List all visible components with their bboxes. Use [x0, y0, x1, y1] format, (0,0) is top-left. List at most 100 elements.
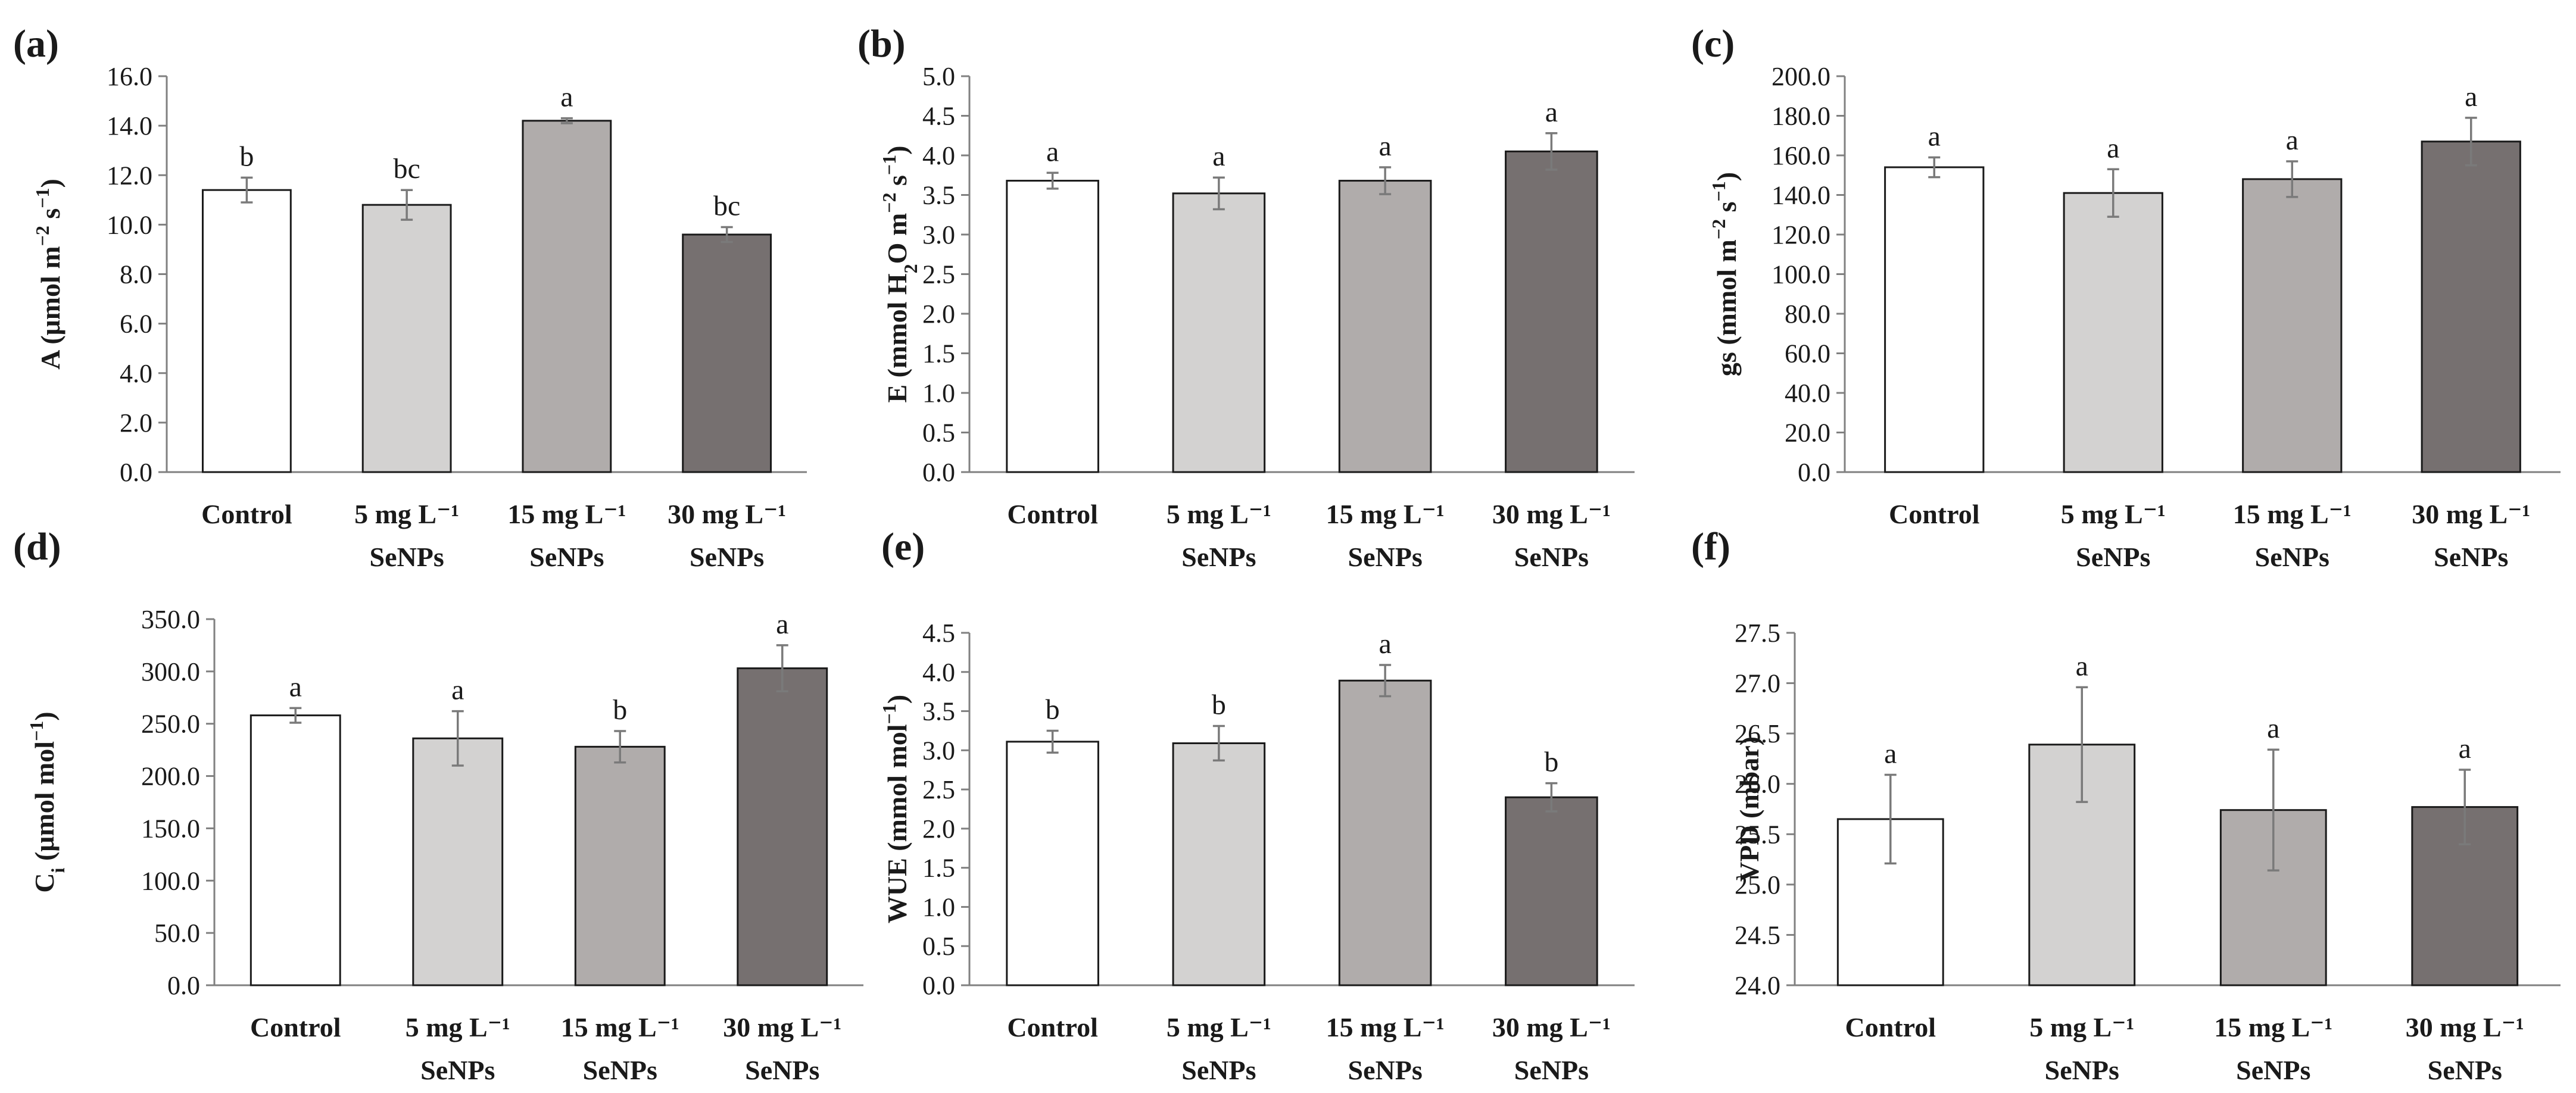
- y-tick-label: 26.0: [1735, 770, 1780, 799]
- y-tick-label: 0.0: [1798, 458, 1830, 487]
- bar-15mg: [574, 745, 666, 986]
- y-tick-label: 250.0: [141, 710, 200, 739]
- significance-letter-control: a: [1046, 136, 1059, 167]
- y-tick-label: 0.5: [922, 932, 955, 961]
- x-category-label-30mg: 30 mg L⁻¹: [2412, 499, 2530, 529]
- y-tick-label: 60.0: [1785, 339, 1830, 369]
- x-category-label-30mg: SeNPs: [1514, 1055, 1589, 1085]
- y-tick-label: 6.0: [120, 310, 152, 339]
- x-category-label-5mg: 5 mg L⁻¹: [2061, 499, 2166, 529]
- y-tick-label: 0.0: [922, 458, 955, 487]
- y-tick-label: 25.5: [1735, 820, 1780, 849]
- bar-15mg: [2242, 178, 2343, 473]
- chart-panel-e: (e) 0.0 0.5 1.0 1.5 2.0 2.5 3.0 3.5 4.0 4.5 WUE (mm…: [878, 525, 1635, 1085]
- y-tick-label: 0.0: [167, 971, 200, 1000]
- significance-letter-5mg: a: [1212, 140, 1225, 172]
- bar-control: [1884, 166, 1985, 473]
- significance-letter-control: b: [239, 140, 254, 172]
- bar-15mg: [522, 120, 612, 473]
- y-tick-label: 0.0: [922, 971, 955, 1000]
- y-tick-label: 200.0: [1772, 62, 1830, 91]
- x-category-label-15mg: 15 mg L⁻¹: [561, 1012, 679, 1042]
- significance-letter-5mg: b: [1212, 689, 1226, 721]
- significance-letter-5mg: a: [2076, 650, 2088, 682]
- x-category-label-5mg: SeNPs: [420, 1055, 495, 1085]
- x-category-label-15mg: SeNPs: [529, 542, 604, 572]
- bar-30mg: [1505, 150, 1598, 473]
- x-category-label-15mg: 15 mg L⁻¹: [1326, 1012, 1445, 1042]
- significance-letter-30mg: a: [2459, 733, 2471, 764]
- x-category-label-15mg: SeNPs: [583, 1055, 657, 1085]
- y-tick-label: 1.0: [922, 379, 955, 408]
- chart-panel-f: (f) 24.0 24.5 25.0 25.5 26.0 26.5 27.0 27.5 VPD (…: [1691, 525, 2561, 1085]
- panel-label: (d): [13, 525, 61, 569]
- significance-letter-15mg: a: [560, 82, 573, 113]
- y-tick-label: 150.0: [141, 814, 200, 843]
- y-tick-label: 4.5: [922, 619, 955, 648]
- y-tick-label: 2.5: [922, 260, 955, 289]
- bar-30mg: [682, 233, 772, 473]
- bar-5mg: [361, 204, 452, 473]
- y-tick-label: 2.0: [922, 814, 955, 844]
- bar-30mg: [737, 667, 828, 986]
- x-category-label-5mg: 5 mg L⁻¹: [354, 499, 459, 529]
- significance-letter-control: b: [1046, 694, 1060, 725]
- x-category-label-30mg: SeNPs: [2428, 1055, 2502, 1085]
- y-tick-label: 0.5: [922, 419, 955, 448]
- significance-letter-15mg: a: [1379, 130, 1391, 162]
- y-tick-label: 1.0: [922, 892, 955, 922]
- y-tick-label: 4.0: [922, 658, 955, 687]
- bar-control: [250, 714, 341, 986]
- significance-letter-control: a: [1928, 120, 1941, 152]
- y-tick-label: 1.5: [922, 339, 955, 369]
- significance-letter-15mg: b: [613, 694, 627, 726]
- x-category-label-5mg: SeNPs: [1181, 1055, 1256, 1085]
- x-category-label-30mg: 30 mg L⁻¹: [723, 1012, 841, 1042]
- bar-30mg: [2421, 140, 2521, 473]
- x-category-label-control: Control: [1007, 1012, 1098, 1042]
- y-tick-label: 4.5: [922, 102, 955, 131]
- x-category-label-15mg: 15 mg L⁻¹: [2233, 499, 2352, 529]
- x-category-label-control: Control: [1845, 1012, 1936, 1042]
- y-tick-label: 3.5: [922, 181, 955, 210]
- bar-5mg: [412, 737, 504, 986]
- y-tick-label: 160.0: [1772, 141, 1830, 170]
- y-tick-label: 14.0: [107, 111, 152, 140]
- bar-control: [201, 189, 292, 473]
- y-tick-label: 200.0: [141, 762, 200, 791]
- significance-letter-15mg: a: [1379, 628, 1391, 660]
- chart-panel-d: (d) 0.0 50.0 100.0 150.0 200.0 250.0 300.0 350.0…: [13, 525, 863, 1085]
- y-tick-label: 120.0: [1772, 220, 1830, 249]
- y-tick-label: 16.0: [107, 62, 152, 91]
- y-tick-label: 100.0: [141, 866, 200, 895]
- x-category-label-5mg: 5 mg L⁻¹: [2029, 1012, 2134, 1042]
- y-tick-label: 140.0: [1772, 181, 1830, 210]
- chart-panel-b: (b) 0.0 0.5 1.0 1.5 2.0 2.5 3.0 3.5 4.0 4.5 5.0 E (m…: [857, 22, 1635, 572]
- y-tick-label: 24.0: [1735, 971, 1780, 1000]
- y-tick-label: 350.0: [141, 605, 200, 634]
- x-category-label-15mg: 15 mg L⁻¹: [2214, 1012, 2332, 1042]
- x-category-label-15mg: SeNPs: [2236, 1055, 2310, 1085]
- x-category-label-30mg: 30 mg L⁻¹: [1492, 499, 1611, 529]
- significance-letter-5mg: bc: [393, 153, 420, 185]
- y-tick-label: 40.0: [1785, 379, 1830, 408]
- y-tick-label: 100.0: [1772, 260, 1830, 289]
- x-category-label-15mg: SeNPs: [2255, 542, 2329, 572]
- y-tick-label: 25.0: [1735, 870, 1780, 900]
- y-axis-label: WUE (mmol mol−1): [878, 695, 912, 923]
- significance-letter-5mg: a: [451, 674, 464, 706]
- y-tick-label: 27.5: [1735, 619, 1780, 648]
- x-category-label-15mg: SeNPs: [1348, 542, 1423, 572]
- x-category-label-30mg: 30 mg L⁻¹: [2406, 1012, 2524, 1042]
- y-tick-label: 24.5: [1735, 920, 1780, 950]
- significance-letter-30mg: b: [1544, 747, 1558, 778]
- y-axis-label: A (μmol m−2 s−1): [32, 179, 66, 370]
- y-tick-label: 4.0: [922, 141, 955, 170]
- x-category-label-15mg: 15 mg L⁻¹: [507, 499, 626, 529]
- chart-panel-a: (a) 0.0 2.0 4.0 6.0 8.0 10.0 12.0 14.0 16.0 A (μmo…: [13, 22, 807, 572]
- x-category-label-30mg: SeNPs: [745, 1055, 819, 1085]
- y-axis-label: VPD (mbar): [1734, 736, 1764, 882]
- x-category-label-5mg: 5 mg L⁻¹: [1167, 499, 1271, 529]
- y-tick-label: 1.5: [922, 854, 955, 883]
